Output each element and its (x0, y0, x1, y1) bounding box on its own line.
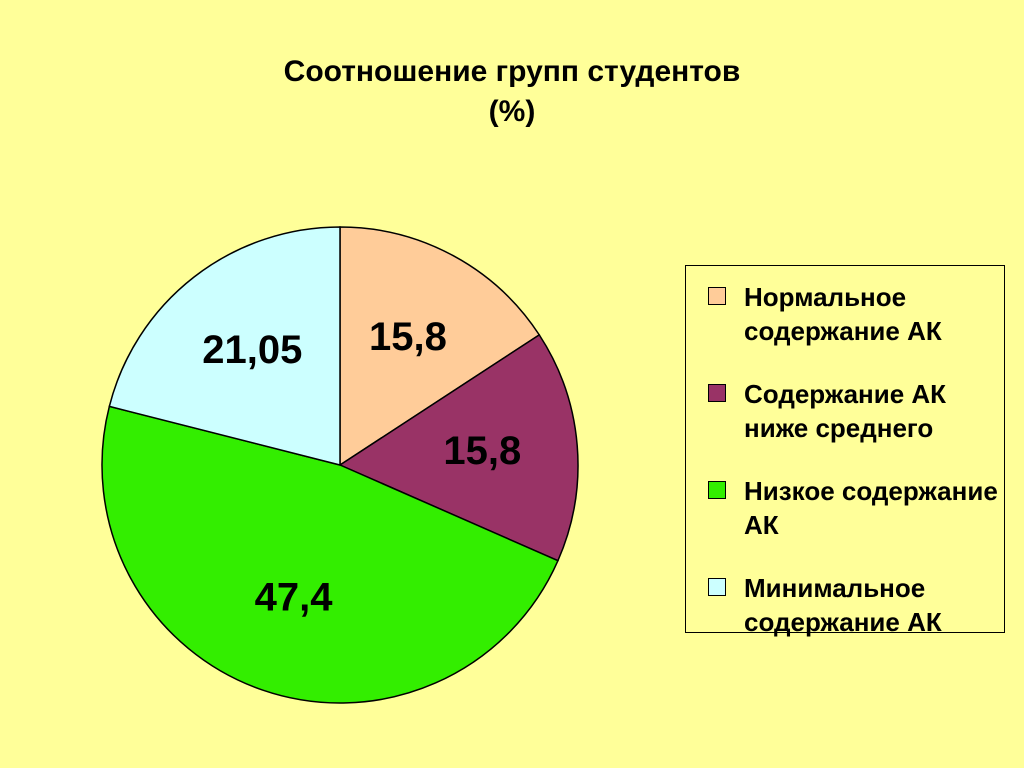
data-label: 15,8 (443, 429, 521, 473)
data-label: 47,4 (255, 576, 334, 620)
legend-item: Содержание АК ниже среднего (708, 377, 999, 445)
pie-slice (339, 226, 541, 467)
legend-label: Нормальное содержание АК (744, 282, 942, 346)
data-label: 15,8 (369, 315, 447, 359)
pie-slice (338, 333, 579, 562)
legend-label: Содержание АК ниже среднего (744, 379, 947, 443)
chart-title: Соотношение групп студентов (%) (283, 55, 741, 128)
legend-swatch (708, 287, 726, 305)
legend: Нормальное содержание АК Содержание АК ни… (685, 265, 1005, 637)
data-label: 21,05 (202, 328, 302, 372)
legend-label: Низкое содержание АК (744, 476, 998, 540)
legend-label: Минимальное содержание АК (744, 573, 942, 637)
legend-swatch (708, 384, 726, 402)
pie-slice (108, 226, 341, 466)
legend-swatch (708, 481, 726, 499)
legend-item: Нормальное содержание АК (708, 280, 999, 348)
legend-swatch (708, 578, 726, 596)
legend-item: Минимальное содержание АК (708, 571, 999, 639)
legend-item: Низкое содержание АК (708, 474, 999, 542)
pie-slice (101, 405, 559, 704)
